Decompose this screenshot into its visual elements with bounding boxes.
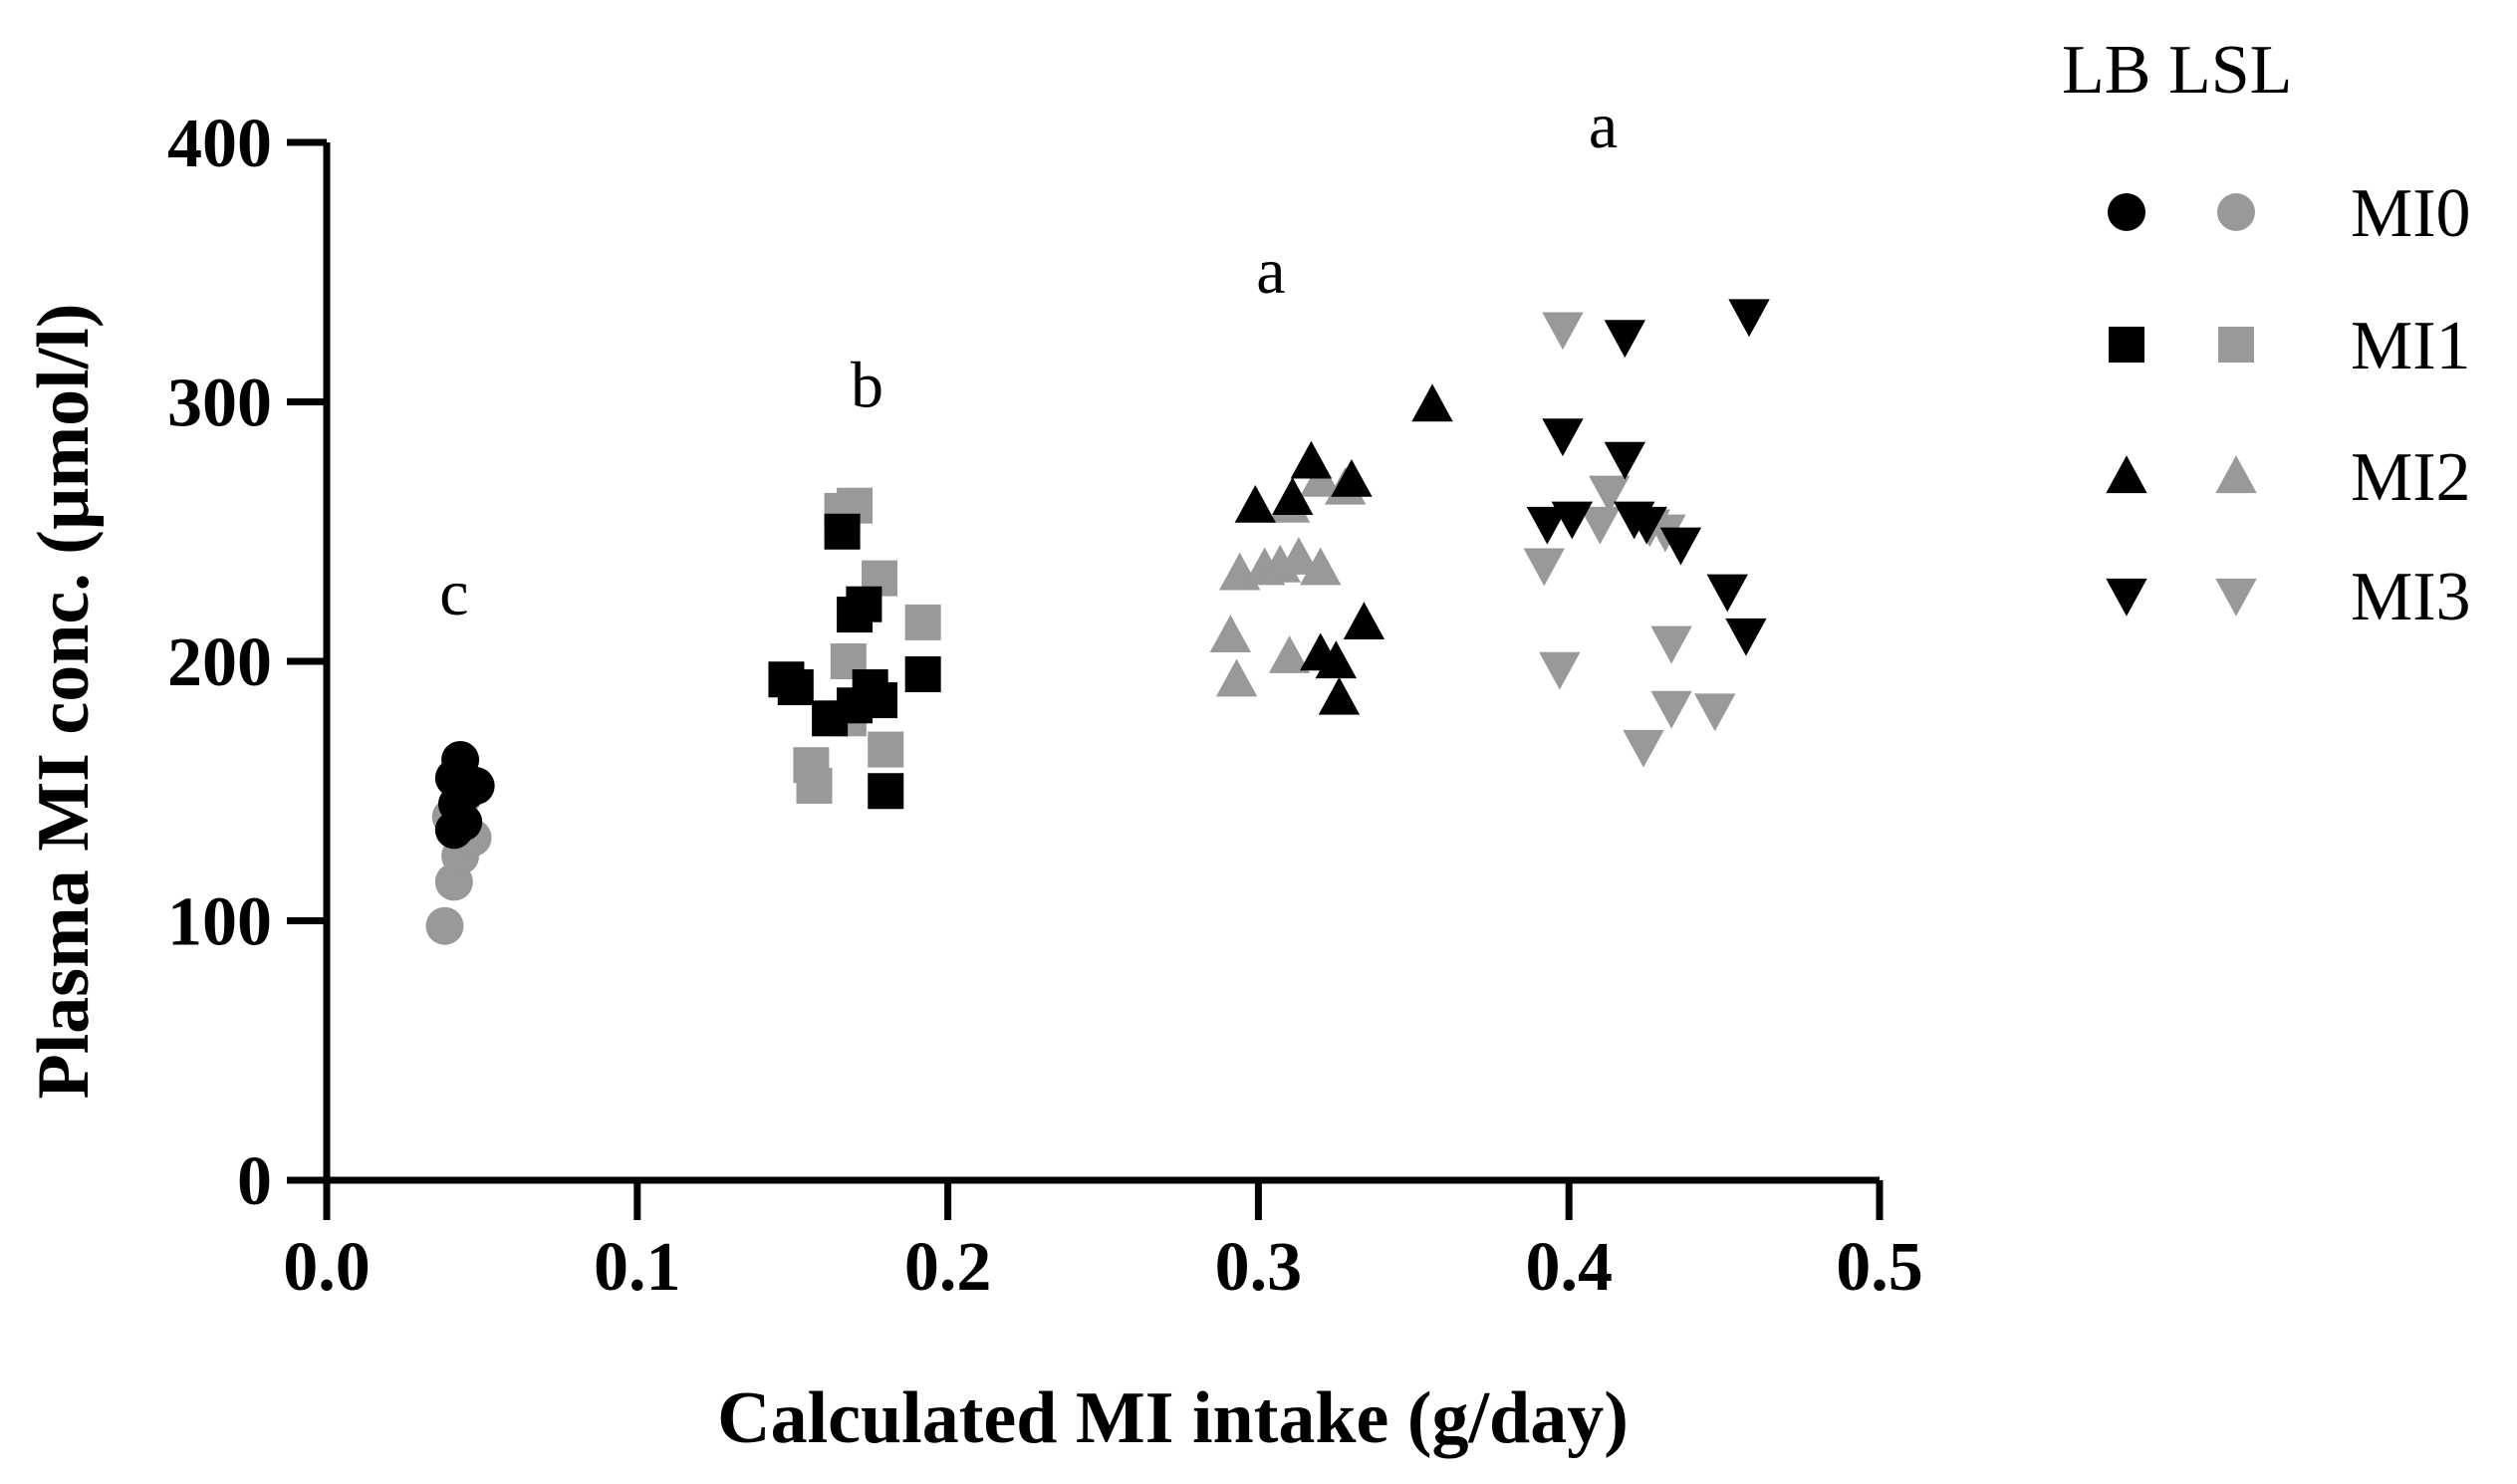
- y-tick-label: 100: [167, 884, 272, 961]
- y-tick-label: 0: [237, 1143, 272, 1220]
- legend: LB LSL MI0 MI1 MI2 MI3: [2062, 32, 2471, 635]
- data-point: [1278, 537, 1320, 575]
- data-point: [1589, 475, 1631, 514]
- legend-marker-lsl: [2215, 455, 2257, 494]
- legend-marker-lsl: [2217, 193, 2255, 231]
- data-point: [1542, 418, 1584, 457]
- legend-marker-lb: [2109, 327, 2144, 363]
- plot-area: [425, 299, 1770, 945]
- x-tick-label: 0.2: [904, 1229, 992, 1306]
- data-point: [1650, 690, 1692, 729]
- data-point: [1650, 625, 1692, 664]
- data-point: [1290, 440, 1333, 479]
- data-point: [1623, 729, 1664, 768]
- legend-header: LB LSL: [2062, 32, 2292, 109]
- legend-label: MI2: [2351, 439, 2471, 516]
- annotations: c b a a: [439, 90, 1618, 629]
- data-point: [1725, 618, 1767, 656]
- x-tick-label: 0.3: [1215, 1229, 1303, 1306]
- data-point: [1706, 574, 1748, 613]
- x-tick-label: 0.1: [594, 1229, 681, 1306]
- series-MI3-LB: [1526, 299, 1770, 656]
- x-axis-title: Calculated MI intake (g/day): [717, 1377, 1629, 1459]
- data-point: [1604, 320, 1646, 359]
- data-point: [1694, 693, 1736, 732]
- data-point: [862, 682, 898, 719]
- series-MI3-LSL: [1523, 312, 1736, 768]
- significance-letter: a: [1589, 90, 1618, 162]
- data-point: [1526, 506, 1569, 545]
- y-axis-title: Plasma MI conc. (µmol/l): [23, 304, 105, 1100]
- legend-label: MI0: [2351, 175, 2471, 252]
- legend-marker-lsl: [2215, 578, 2257, 617]
- data-point: [1343, 602, 1385, 640]
- data-point: [1604, 441, 1646, 480]
- legend-row-MI3: MI3: [2106, 559, 2471, 635]
- legend-marker-lb: [2106, 578, 2147, 617]
- series-MI2-LB: [1234, 383, 1453, 715]
- x-tick-label: 0.5: [1836, 1229, 1923, 1306]
- data-point: [425, 906, 464, 945]
- legend-row-MI0: MI0: [2108, 175, 2471, 252]
- data-point: [904, 656, 941, 693]
- data-point: [1268, 635, 1311, 673]
- legend-marker-lb: [2106, 455, 2147, 494]
- data-point: [1659, 527, 1702, 566]
- data-point: [1300, 547, 1342, 586]
- significance-letter: b: [851, 350, 883, 422]
- data-point: [1551, 501, 1594, 540]
- data-point: [434, 759, 473, 798]
- legend-marker-lsl: [2218, 327, 2254, 363]
- data-point: [824, 513, 861, 550]
- axes: 0.0 0.1 0.2 0.3 0.4 0.5 0 100 200 300 400: [167, 106, 1923, 1306]
- legend-label: MI1: [2351, 308, 2471, 384]
- x-tick-label: 0.0: [283, 1229, 371, 1306]
- y-tick-label: 300: [167, 366, 272, 442]
- legend-marker-lb: [2108, 193, 2145, 231]
- legend-row-MI1: MI1: [2109, 308, 2471, 384]
- data-point: [1215, 658, 1258, 697]
- legend-label: MI3: [2351, 559, 2471, 635]
- legend-row-MI2: MI2: [2106, 439, 2471, 516]
- data-point: [1728, 299, 1770, 338]
- data-point: [1315, 640, 1358, 679]
- data-point: [1411, 383, 1453, 422]
- data-point: [1271, 477, 1314, 515]
- data-point: [1331, 458, 1373, 497]
- data-point: [1626, 506, 1667, 545]
- data-point: [1539, 651, 1581, 690]
- significance-letter: c: [439, 557, 468, 629]
- series-MI1-LB: [768, 513, 941, 810]
- data-point: [868, 731, 904, 768]
- data-point: [846, 586, 882, 622]
- data-point: [904, 604, 941, 640]
- y-tick-label: 200: [167, 624, 272, 701]
- data-point: [868, 773, 904, 810]
- series-MI0-LB: [434, 740, 495, 850]
- data-point: [793, 747, 830, 784]
- data-point: [1209, 615, 1252, 653]
- data-point: [1234, 485, 1276, 523]
- data-point: [777, 669, 814, 706]
- x-ticks: 0.0 0.1 0.2 0.3 0.4 0.5: [283, 1180, 1923, 1306]
- y-ticks: 0 100 200 300 400: [167, 106, 327, 1220]
- data-point: [1523, 548, 1565, 587]
- significance-letter: a: [1256, 235, 1285, 308]
- data-point: [1542, 312, 1584, 351]
- x-tick-label: 0.4: [1525, 1229, 1613, 1306]
- y-tick-label: 400: [167, 106, 272, 182]
- series-MI1-LSL: [793, 487, 941, 805]
- data-point: [1579, 506, 1622, 545]
- data-point: [1318, 676, 1361, 715]
